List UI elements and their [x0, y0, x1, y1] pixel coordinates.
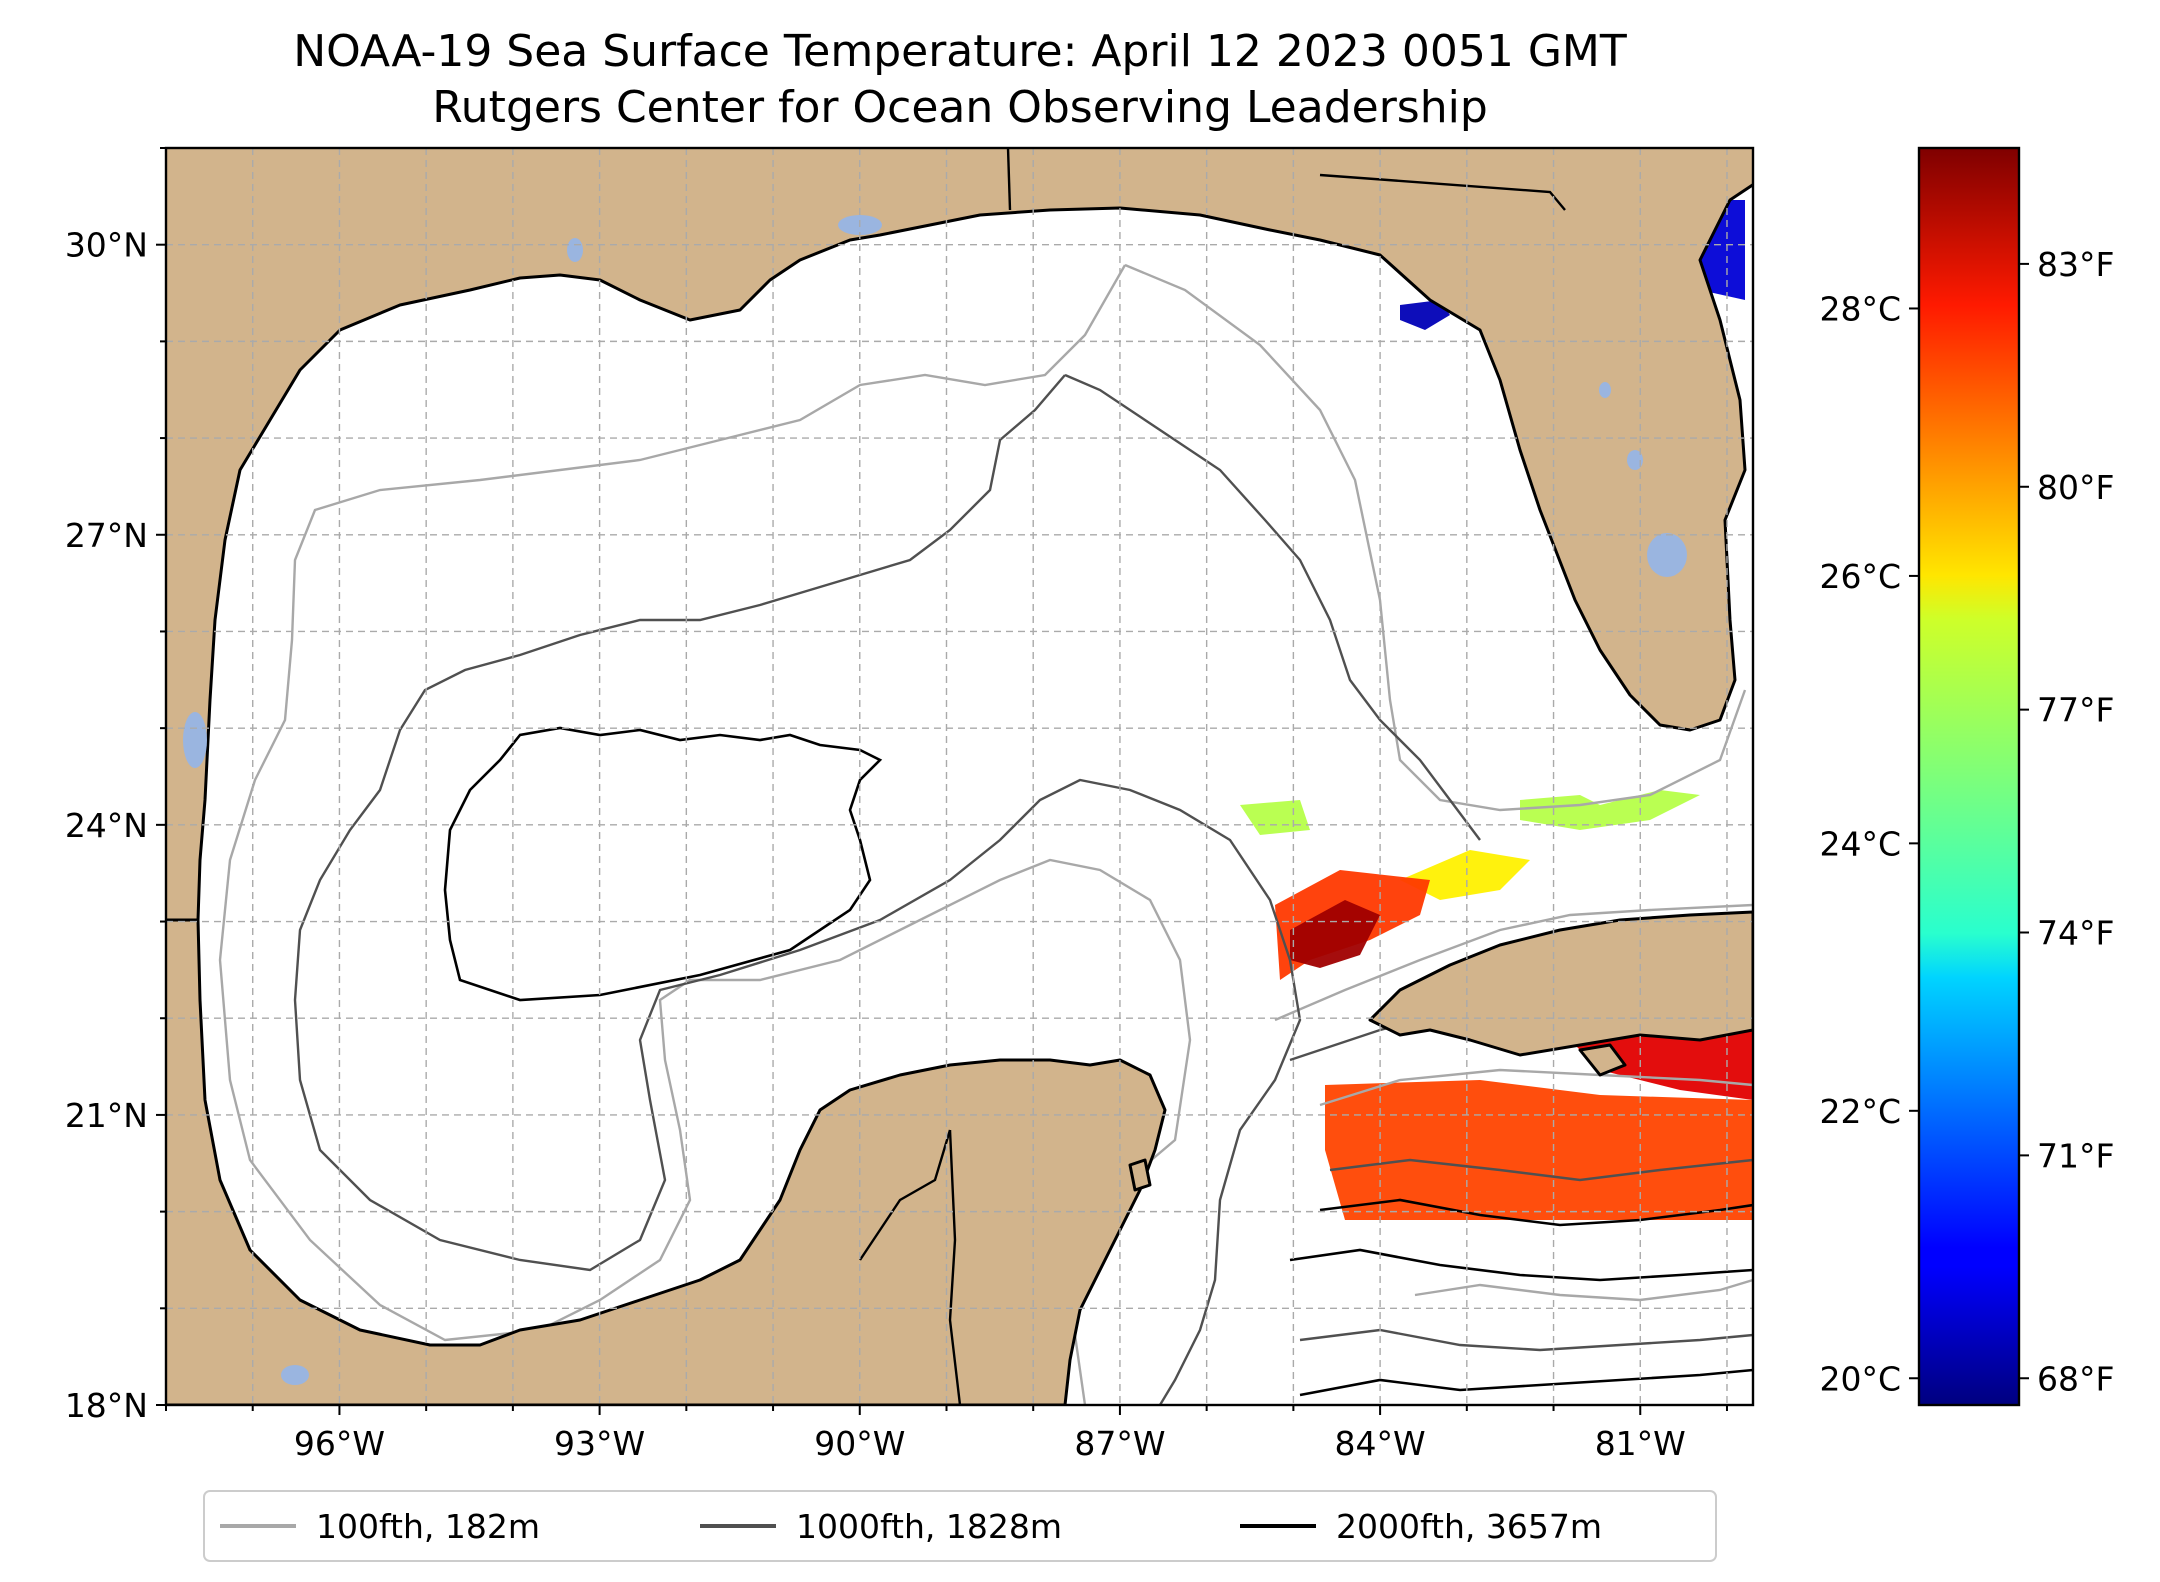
isobath-100fth	[218, 263, 1753, 1405]
sst-patch-florida-atlantic	[1625, 200, 1745, 430]
isobath-2000fth	[443, 726, 1753, 1397]
land-us-gulf-coast	[166, 148, 1753, 922]
sst-patch-west-florida-shelf-north	[1400, 300, 1450, 330]
legend-label: 1000fth, 1828m	[796, 1507, 1062, 1546]
map-gridlines	[166, 148, 1753, 1405]
lon-tick-label: 87°W	[1074, 1424, 1165, 1463]
colorbar-celsius-tick-label: 26°C	[1819, 557, 1901, 596]
colorbar-frame	[1917, 146, 2021, 1407]
legend: 100fth, 182m 1000fth, 1828m 2000fth, 3657m	[203, 1490, 1717, 1562]
lon-tick-label: 90°W	[814, 1424, 905, 1463]
colorbar-gradient	[1919, 148, 2019, 1405]
sst-patch-loop-current-north	[1400, 850, 1530, 900]
lat-tick-label: 27°N	[65, 516, 148, 555]
colorbar-fahrenheit-tick-label: 74°F	[2037, 914, 2114, 953]
map-frame	[164, 146, 1755, 1407]
lon-tick-label: 93°W	[554, 1424, 645, 1463]
lake-texas-1	[567, 238, 583, 262]
map-area	[166, 148, 1753, 1405]
longitude-axis: 96°W 93°W 90°W 87°W 84°W 81°W	[165, 1405, 1728, 1463]
colorbar: 20°C 22°C 24°C 26°C 28°C 68°F 71°F 74°F 77°F 80°…	[1819, 146, 2114, 1407]
lon-tick-label: 96°W	[294, 1424, 385, 1463]
border-alabama	[1006, 148, 1012, 211]
legend-label: 2000fth, 3657m	[1336, 1507, 1602, 1546]
colorbar-celsius-tick-label: 28°C	[1819, 289, 1901, 328]
lat-tick-label: 24°N	[65, 806, 148, 845]
map-title: NOAA-19 Sea Surface Temperature: April 1…	[293, 26, 1627, 77]
border-florida-georgia	[1319, 173, 1566, 211]
lake-mexico-2	[281, 1365, 309, 1385]
lake-florida-2	[1599, 382, 1611, 398]
lat-tick-label: 21°N	[65, 1096, 148, 1135]
sst-patch-cayman-band	[1325, 1080, 1753, 1220]
colorbar-fahrenheit-tick-label: 77°F	[2037, 691, 2114, 730]
colorbar-fahrenheit-tick-label: 80°F	[2037, 468, 2114, 507]
legend-box	[203, 1490, 1717, 1562]
lake-mexico-1	[183, 712, 207, 768]
lat-tick-label: 30°N	[65, 226, 148, 265]
colorbar-celsius-tick-label: 24°C	[1819, 824, 1901, 863]
lon-tick-label: 81°W	[1595, 1424, 1686, 1463]
border-guatemala	[859, 1129, 952, 1261]
colorbar-celsius-ticks: 20°C 22°C 24°C 26°C 28°C	[1819, 289, 1919, 1398]
sst-patch-cuba-north-hot	[1290, 900, 1380, 968]
colorbar-fahrenheit-tick-label: 71°F	[2037, 1136, 2114, 1175]
land-cozumel	[1128, 1158, 1152, 1192]
land-isla-de-la-juventud	[1578, 1043, 1627, 1077]
borders-layer	[859, 148, 1566, 1405]
lakes-layer	[183, 215, 1687, 1385]
colorbar-fahrenheit-tick-label: 68°F	[2037, 1359, 2114, 1398]
legend-label: 100fth, 182m	[316, 1507, 540, 1546]
lat-tick-label: 18°N	[65, 1386, 148, 1425]
colorbar-celsius-tick-label: 20°C	[1819, 1359, 1901, 1398]
border-belize	[948, 1129, 962, 1405]
colorbar-celsius-tick-label: 22°C	[1819, 1092, 1901, 1131]
colorbar-fahrenheit-tick-label: 83°F	[2037, 245, 2114, 284]
colorbar-fahrenheit-ticks: 68°F 71°F 74°F 77°F 80°F 83°F	[2019, 245, 2114, 1398]
lake-florida-1	[1627, 450, 1643, 470]
lake-okeechobee	[1647, 533, 1687, 577]
map-subtitle: Rutgers Center for Ocean Observing Leade…	[432, 82, 1488, 133]
sst-patch-florida-keys	[1240, 790, 1700, 835]
land-cuba	[1368, 910, 1753, 1057]
lon-tick-label: 84°W	[1335, 1424, 1426, 1463]
latitude-axis: 18°N 21°N 24°N 27°N 30°N	[65, 147, 166, 1425]
